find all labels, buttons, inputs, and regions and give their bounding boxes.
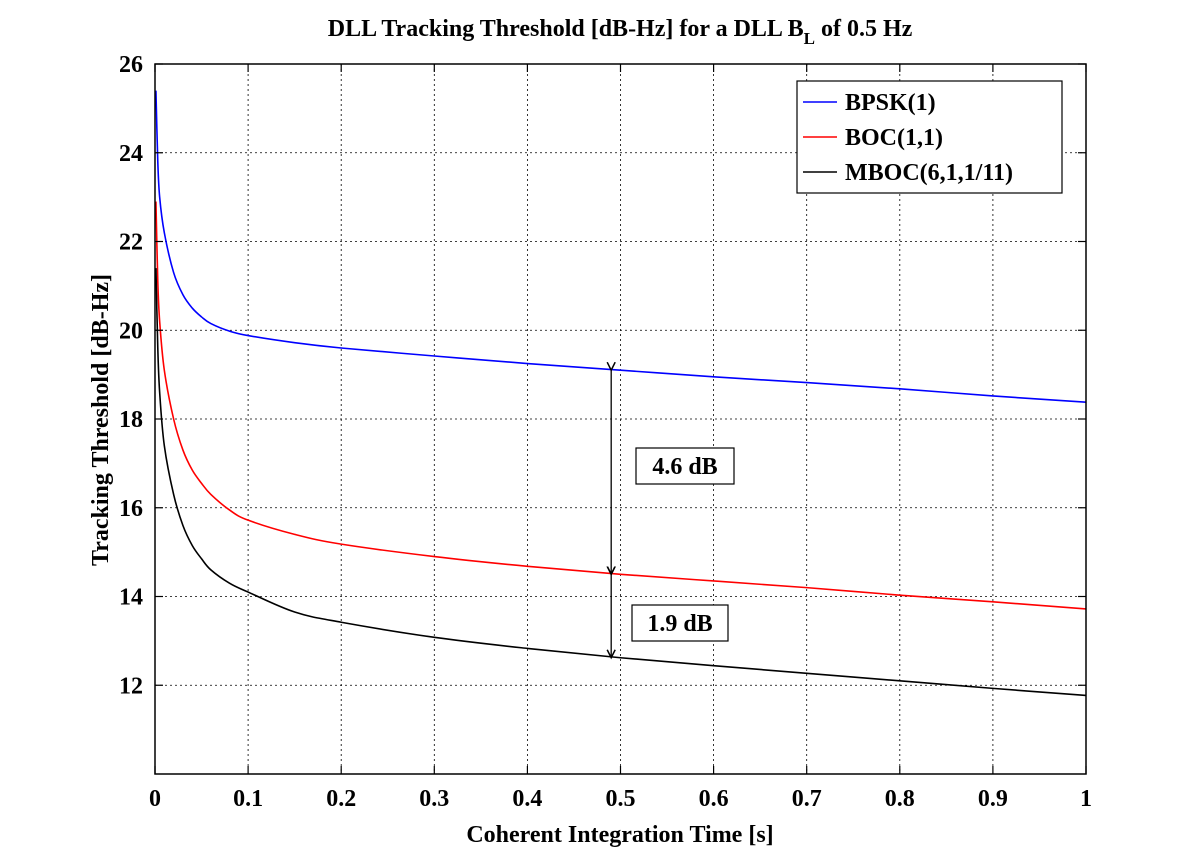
legend-label: BPSK(1) [845,90,936,116]
y-tick-label: 14 [119,585,143,611]
x-tick-label: 0.3 [419,786,449,812]
series-line-2 [155,268,1087,697]
x-tick-label: 0.7 [792,786,822,812]
legend-label: MBOC(6,1,1/11) [845,160,1013,186]
annotation-box [631,604,729,642]
x-tick-label: 0.6 [699,786,729,812]
chart-title-subscript: L [804,29,815,48]
x-tick-label: 0.5 [606,786,636,812]
series-line-1 [155,201,1087,610]
annotation-box [635,447,735,485]
y-tick-label: 20 [119,318,143,344]
annotations: 4.6 dB 1.9 dB [611,370,735,658]
chart-title-suffix: of 0.5 Hz [815,16,913,42]
series-layer [155,90,1087,697]
y-tick-label: 16 [119,496,143,522]
x-tick-label: 0.4 [512,786,542,812]
x-tick-label: 0 [149,786,161,812]
legend: BPSK(1) BOC(1,1) MBOC(6,1,1/11) [796,80,1063,194]
chart-title: DLL Tracking Threshold [dB-Hz] for a DLL… [328,16,913,48]
x-tick-label: 0.2 [326,786,356,812]
ticks: 0 0.1 0.2 0.3 0.4 0.5 0.6 0.7 0.8 0.9 1 12 14 16 18 20 2… [119,52,1092,812]
x-tick-label: 0.8 [885,786,915,812]
x-tick-label: 1 [1080,786,1092,812]
series-line-0 [155,90,1087,403]
y-tick-label: 26 [119,52,143,78]
annotation-label: 4.6 dB [652,454,717,480]
y-tick-label: 24 [119,141,143,167]
y-axis-label: Tracking Threshold [dB-Hz] [88,274,114,566]
y-tick-label: 22 [119,230,143,256]
x-tick-label: 0.1 [233,786,263,812]
annotation-label: 1.9 dB [647,611,712,637]
y-tick-label: 18 [119,407,143,433]
y-tick-label: 12 [119,673,143,699]
legend-label: BOC(1,1) [845,125,943,151]
legend-box [796,80,1063,194]
x-axis-label: Coherent Integration Time [s] [466,822,773,848]
x-tick-label: 0.9 [978,786,1008,812]
